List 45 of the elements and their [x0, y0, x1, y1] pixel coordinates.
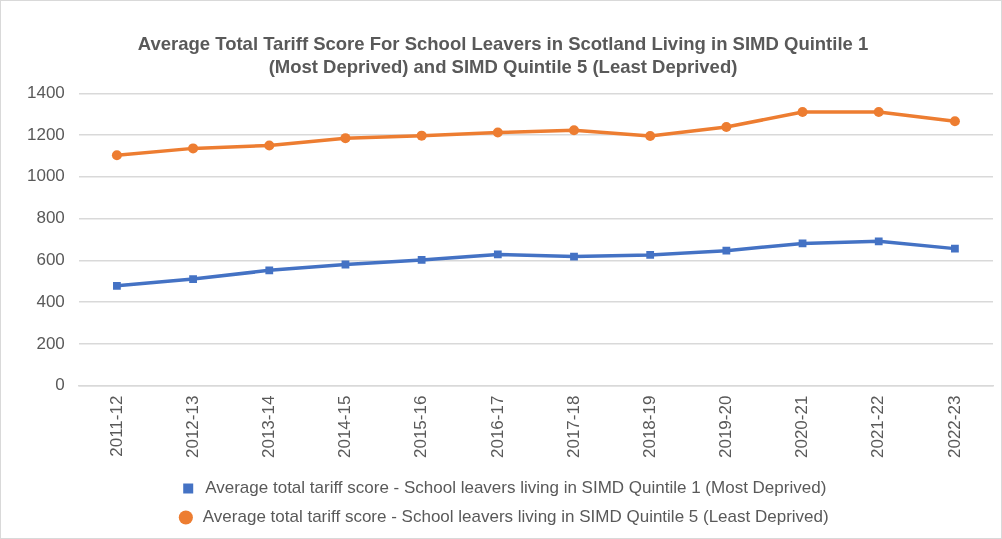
y-tick-label: 800 [36, 208, 65, 228]
point [189, 275, 197, 283]
point [111, 150, 122, 161]
y-tick-label: 1000 [26, 166, 65, 186]
y-tick-label: 1200 [26, 124, 65, 144]
point [416, 130, 427, 141]
y-tick-label: 600 [36, 250, 65, 269]
point [417, 256, 426, 264]
point [949, 116, 960, 127]
point [646, 251, 655, 259]
point [113, 281, 121, 290]
x-tick-label: 2022-23 [944, 395, 964, 458]
point [188, 143, 199, 154]
point [265, 266, 274, 275]
y-tick-label: 400 [36, 291, 65, 311]
x-tick-label: 2016-17 [487, 395, 507, 458]
point [874, 237, 883, 246]
x-tick-label: 2015-16 [411, 395, 431, 458]
point [570, 252, 578, 261]
point [492, 127, 503, 138]
x-tick-label: 2013-14 [258, 395, 278, 458]
point [721, 122, 732, 133]
y-tick-label: 200 [36, 333, 65, 353]
x-tick-label: 2017-18 [563, 395, 583, 458]
x-tick-label: 2014-15 [335, 395, 355, 458]
point [264, 140, 275, 151]
point [722, 246, 731, 255]
x-tick-label: 2011-12 [106, 395, 126, 457]
point [569, 125, 579, 136]
x-tick-label: 2020-21 [792, 395, 812, 458]
x-tick-label: 2018-19 [639, 395, 659, 458]
point [340, 133, 351, 144]
point [797, 107, 808, 118]
point [951, 244, 959, 253]
x-tick-label: 2019-20 [716, 395, 736, 458]
legend-label: Average total tariff score - School leavers living in SIMD Quintile 1 (Most Deprived) [205, 478, 827, 498]
x-tick-label: 2012-13 [182, 395, 202, 458]
x-tick-label: 2021-22 [868, 395, 888, 458]
point [645, 131, 656, 142]
legend-label: Average total tariff score - School leavers living in SIMD Quintile 5 (Least Deprived) [202, 507, 829, 527]
point [493, 250, 502, 259]
y-tick-label: 0 [55, 375, 65, 395]
chart-title: Average Total Tariff Score For School Leavers in Scotland Living in SIMD Quintile 1 (Most Deprived) and SIMD Quintile 5 (Least Deprived) [137, 32, 869, 77]
point [873, 107, 884, 118]
y-tick-label: 1400 [26, 82, 65, 102]
